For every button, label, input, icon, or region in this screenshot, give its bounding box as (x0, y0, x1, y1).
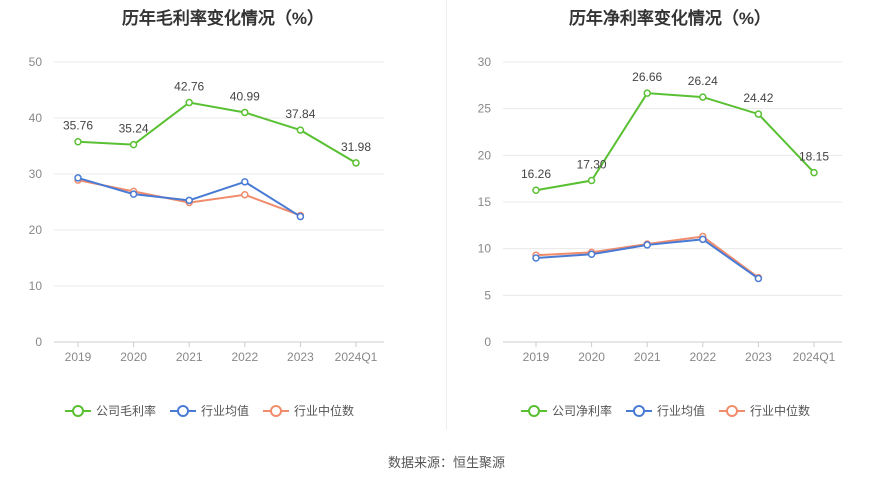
data-point (532, 186, 540, 194)
legend-marker (633, 405, 645, 417)
data-point (754, 110, 763, 118)
gross-margin-chart: 历年毛利率变化情况（%） 0 10 20 30 40 50 2019 2020 2021 2022… (0, 0, 446, 430)
data-label: 37.84 (285, 107, 315, 121)
net-margin-plot: 0 5 10 15 20 25 30 2019 2020 2021 2022 2023 2024Q1 16… (478, 55, 842, 418)
data-point (241, 190, 249, 199)
x-tick-label: 2023 (745, 350, 772, 364)
legend-marker (177, 405, 189, 417)
y-tick-label: 40 (29, 111, 43, 125)
data-point (532, 254, 540, 262)
data-label: 42.76 (174, 80, 204, 94)
chart-title: 历年净利率变化情况（%） (568, 9, 772, 28)
x-tick-label: 2021 (634, 350, 661, 364)
legend-item[interactable]: 行业均值 (170, 403, 249, 418)
legend-marker (72, 405, 84, 417)
legend-label: 行业均值 (657, 403, 705, 418)
data-point (643, 89, 651, 97)
data-point (129, 140, 138, 149)
data-point (241, 108, 249, 117)
x-tick-label: 2020 (120, 350, 147, 364)
data-point (74, 174, 82, 182)
data-label: 35.76 (63, 119, 93, 133)
y-tick-label: 0 (35, 335, 42, 349)
data-point (296, 212, 305, 221)
data-point (754, 274, 763, 283)
x-tick-label: 2021 (176, 350, 203, 364)
x-tick-label: 2023 (287, 350, 314, 364)
data-point (587, 250, 596, 259)
data-point (185, 196, 193, 205)
data-point (241, 178, 249, 186)
data-label: 35.24 (119, 122, 149, 136)
legend-label: 行业中位数 (294, 403, 354, 418)
data-point (699, 235, 707, 244)
legend-item[interactable]: 行业均值 (626, 403, 705, 418)
x-tick-label: 2024Q1 (793, 350, 836, 364)
data-label: 24.42 (743, 91, 773, 105)
data-label: 40.99 (230, 89, 260, 103)
y-tick-label: 0 (484, 335, 491, 349)
data-point (296, 126, 305, 134)
data-point (587, 176, 596, 185)
series-line (535, 92, 815, 192)
legend-item[interactable]: 行业中位数 (263, 403, 354, 418)
data-point (643, 241, 651, 249)
legend-item[interactable]: 公司净利率 (521, 403, 612, 418)
y-tick-label: 10 (478, 242, 492, 256)
legend-item[interactable]: 行业中位数 (719, 403, 810, 418)
x-tick-label: 2022 (689, 350, 716, 364)
data-label: 31.98 (341, 140, 371, 154)
chart-title: 历年毛利率变化情况（%） (121, 9, 325, 28)
x-tick-label: 2024Q1 (335, 350, 378, 364)
data-point (129, 190, 138, 198)
x-tick-label: 2019 (65, 350, 92, 364)
legend-marker (270, 405, 282, 417)
legend-label: 公司净利率 (552, 403, 612, 418)
y-tick-label: 20 (29, 223, 43, 237)
legend-label: 公司毛利率 (96, 403, 156, 418)
legend-label: 行业中位数 (750, 403, 810, 418)
y-tick-label: 30 (29, 167, 43, 181)
legend-marker (726, 405, 738, 417)
x-tick-label: 2020 (578, 350, 605, 364)
legend-label: 行业均值 (201, 403, 249, 418)
data-label: 26.66 (632, 70, 662, 84)
y-tick-label: 25 (478, 102, 492, 116)
data-point (699, 93, 707, 101)
data-label: 16.26 (521, 167, 551, 181)
y-tick-label: 10 (29, 279, 43, 293)
x-tick-label: 2019 (523, 350, 550, 364)
y-tick-label: 50 (29, 55, 43, 69)
panel-divider (446, 0, 447, 430)
data-point (74, 137, 82, 146)
x-tick-label: 2022 (231, 350, 258, 364)
y-tick-label: 30 (478, 55, 492, 69)
net-margin-chart: 历年净利率变化情况（%） 0 5 10 15 20 25 30 2019 2020 2021 202… (447, 0, 893, 430)
y-tick-label: 20 (478, 148, 492, 162)
data-point (810, 168, 818, 177)
data-label: 18.15 (799, 150, 829, 164)
y-tick-label: 15 (478, 195, 492, 209)
data-label: 17.30 (577, 158, 607, 172)
data-source-label: 数据来源：恒生聚源 (387, 455, 505, 470)
data-point (185, 98, 193, 107)
series-line (77, 101, 357, 164)
y-tick-label: 5 (484, 288, 491, 302)
data-point (352, 159, 360, 167)
legend-marker (528, 405, 540, 417)
gross-margin-plot: 0 10 20 30 40 50 2019 2020 2021 2022 2023 2024Q1 35.… (29, 55, 384, 418)
legend-item[interactable]: 公司毛利率 (65, 403, 156, 418)
data-label: 26.24 (688, 74, 718, 88)
